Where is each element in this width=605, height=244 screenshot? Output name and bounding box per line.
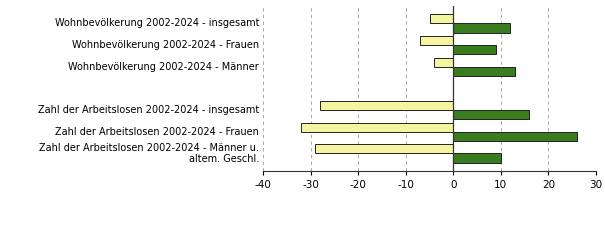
Bar: [320, 101, 453, 110]
Bar: [430, 14, 453, 23]
Bar: [453, 132, 577, 141]
Bar: [434, 58, 453, 67]
Bar: [301, 123, 453, 132]
Bar: [453, 153, 501, 163]
Bar: [315, 144, 453, 153]
Bar: [453, 23, 511, 32]
Bar: [420, 36, 453, 45]
Bar: [453, 45, 496, 54]
Bar: [453, 110, 529, 119]
Bar: [453, 67, 515, 76]
